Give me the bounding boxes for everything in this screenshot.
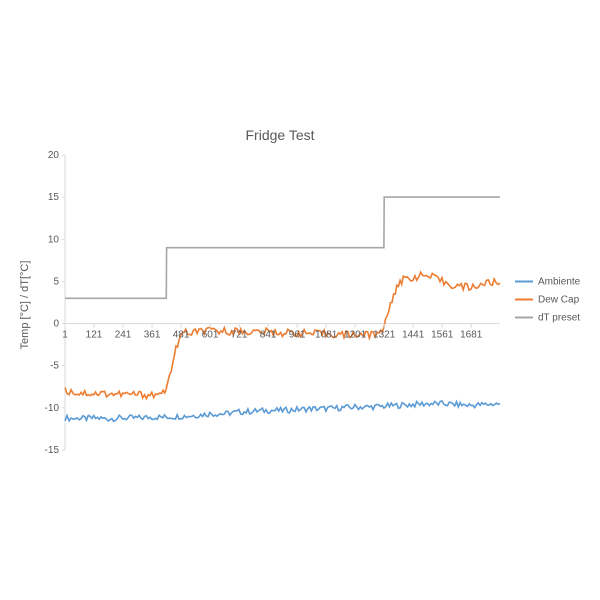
y-tick-label: -5: [50, 361, 59, 372]
data-series: [65, 197, 500, 421]
x-tick-label: 1441: [402, 330, 425, 341]
y-axis-label: Temp [°C] / dT[°C]: [19, 261, 31, 350]
legend-label: Dew Cap: [538, 295, 580, 306]
chart-container: Fridge Test Temp [°C] / dT[°C] 1 121 241 36…: [0, 0, 600, 600]
legend: Ambiente Dew Cap dT preset: [515, 277, 581, 324]
x-axis-ticks: 1 121 241 361 481 601 721 841 961 1081 1201 1321 144…: [62, 324, 483, 341]
x-tick-label: 241: [115, 330, 132, 341]
y-tick-label: -10: [45, 403, 60, 414]
y-tick-label: -15: [45, 445, 60, 456]
x-tick-label: 1201: [344, 330, 367, 341]
y-tick-label: 0: [53, 319, 59, 330]
x-tick-label: 361: [144, 330, 161, 341]
x-tick-label: 121: [86, 330, 103, 341]
fridge-test-chart: Fridge Test Temp [°C] / dT[°C] 1 121 241 36…: [0, 0, 600, 600]
legend-label: dT preset: [538, 313, 580, 324]
x-tick-label: 961: [289, 330, 306, 341]
chart-title: Fridge Test: [246, 127, 315, 143]
legend-label: Ambiente: [538, 277, 581, 288]
x-tick-label: 1: [62, 330, 68, 341]
y-tick-label: 5: [53, 276, 59, 287]
x-tick-label: 1321: [373, 330, 396, 341]
y-tick-label: 20: [48, 150, 60, 161]
series-dt-preset: [65, 197, 500, 298]
y-tick-label: 10: [48, 234, 60, 245]
x-tick-label: 1681: [460, 330, 483, 341]
y-axis-ticks: -15 -10 -5 0 5 10 15 20: [45, 150, 65, 456]
x-tick-label: 1561: [431, 330, 454, 341]
y-tick-label: 15: [48, 192, 60, 203]
x-tick-label: 841: [260, 330, 277, 341]
x-tick-label: 721: [231, 330, 248, 341]
x-tick-label: 1081: [315, 330, 338, 341]
x-tick-label: 481: [173, 330, 190, 341]
gridlines: [65, 155, 500, 450]
x-tick-label: 601: [202, 330, 219, 341]
series-ambiente: [65, 401, 500, 422]
